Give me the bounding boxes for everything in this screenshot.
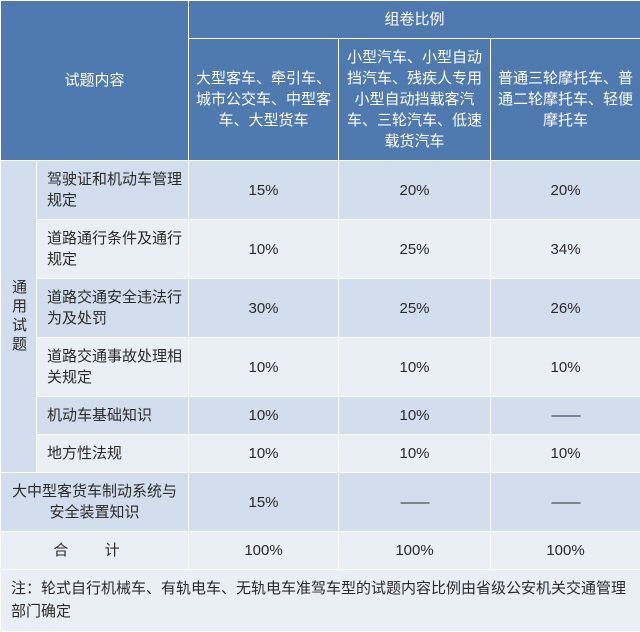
total-row: 合 计 100% 100% 100%: [1, 532, 640, 570]
cell-a: 15%: [189, 473, 339, 532]
header-ratio-label: 组卷比例: [189, 1, 640, 39]
header-row-1: 试题内容 组卷比例: [1, 1, 640, 39]
table-row: 机动车基础知识 10% 10% ——: [1, 397, 640, 435]
exam-ratio-table-container: 试题内容 组卷比例 大型客车、牵引车、城市公交车、中型客车、大型货车 小型汽车、…: [0, 0, 640, 632]
cell-b: 10%: [339, 397, 491, 435]
cell-c: 34%: [491, 220, 640, 279]
cell-c: 20%: [491, 161, 640, 220]
table-row: 地方性法规 10% 10% 10%: [1, 435, 640, 473]
cell-b: 20%: [339, 161, 491, 220]
footnote-row: 注：轮式自行机械车、有轨电车、无轨电车准驾车型的试题内容比例由省级公安机关交通管…: [1, 570, 640, 632]
cell-c: ——: [491, 397, 640, 435]
cell-a: 10%: [189, 338, 339, 397]
cell-b: 10%: [339, 435, 491, 473]
total-c: 100%: [491, 532, 640, 570]
cell-b: 25%: [339, 279, 491, 338]
table-row: 道路交通安全违法行为及处罚 30% 25% 26%: [1, 279, 640, 338]
extra-row: 大中型客货车制动系统与安全装置知识 15% —— ——: [1, 473, 640, 532]
total-b: 100%: [339, 532, 491, 570]
exam-ratio-table: 试题内容 组卷比例 大型客车、牵引车、城市公交车、中型客车、大型货车 小型汽车、…: [0, 0, 640, 632]
cell-b: 10%: [339, 338, 491, 397]
cell-b: 25%: [339, 220, 491, 279]
row-label: 地方性法规: [37, 435, 189, 473]
total-label: 合 计: [1, 532, 189, 570]
cell-b: ——: [339, 473, 491, 532]
cell-c: 10%: [491, 338, 640, 397]
cell-a: 10%: [189, 220, 339, 279]
extra-row-label: 大中型客货车制动系统与安全装置知识: [1, 473, 189, 532]
row-label: 机动车基础知识: [37, 397, 189, 435]
header-col-b: 小型汽车、小型自动挡汽车、残疾人专用小型自动挡载客汽车、三轮汽车、低速载货汽车: [339, 39, 491, 161]
cell-a: 30%: [189, 279, 339, 338]
cell-c: 26%: [491, 279, 640, 338]
row-label: 道路交通安全违法行为及处罚: [37, 279, 189, 338]
table-row: 道路交通事故处理相关规定 10% 10% 10%: [1, 338, 640, 397]
row-label: 道路交通事故处理相关规定: [37, 338, 189, 397]
header-col-a: 大型客车、牵引车、城市公交车、中型客车、大型货车: [189, 39, 339, 161]
cell-c: 10%: [491, 435, 640, 473]
cell-a: 10%: [189, 397, 339, 435]
header-col-c: 普通三轮摩托车、普通二轮摩托车、轻便摩托车: [491, 39, 640, 161]
footnote-text: 注：轮式自行机械车、有轨电车、无轨电车准驾车型的试题内容比例由省级公安机关交通管…: [1, 570, 640, 632]
header-content-label: 试题内容: [1, 1, 189, 161]
category-label: 通用试题: [1, 161, 37, 473]
cell-c: ——: [491, 473, 640, 532]
table-row: 道路通行条件及通行规定 10% 25% 34%: [1, 220, 640, 279]
cell-a: 10%: [189, 435, 339, 473]
row-label: 道路通行条件及通行规定: [37, 220, 189, 279]
row-label: 驾驶证和机动车管理规定: [37, 161, 189, 220]
table-row: 通用试题 驾驶证和机动车管理规定 15% 20% 20%: [1, 161, 640, 220]
cell-a: 15%: [189, 161, 339, 220]
total-a: 100%: [189, 532, 339, 570]
